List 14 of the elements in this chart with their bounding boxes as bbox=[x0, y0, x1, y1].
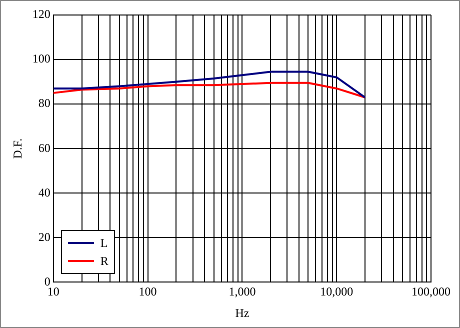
legend-label: L bbox=[100, 236, 108, 251]
y-tick-label: 20 bbox=[38, 230, 50, 244]
y-tick-label: 80 bbox=[38, 96, 50, 110]
x-tick-label: 1,000 bbox=[228, 284, 256, 299]
y-tick-label: 60 bbox=[38, 140, 50, 155]
y-tick-label: 100 bbox=[32, 52, 50, 66]
y-tick-label: 120 bbox=[32, 7, 50, 22]
legend-label: R bbox=[100, 254, 108, 269]
x-tick-label: 100,000 bbox=[412, 284, 450, 299]
x-tick-label: 100 bbox=[138, 284, 157, 299]
x-axis-title: Hz bbox=[235, 306, 250, 320]
y-axis-title: D.F. bbox=[10, 138, 24, 159]
y-tick-label: 40 bbox=[38, 185, 50, 200]
x-tick-label: 10,000 bbox=[320, 284, 354, 299]
